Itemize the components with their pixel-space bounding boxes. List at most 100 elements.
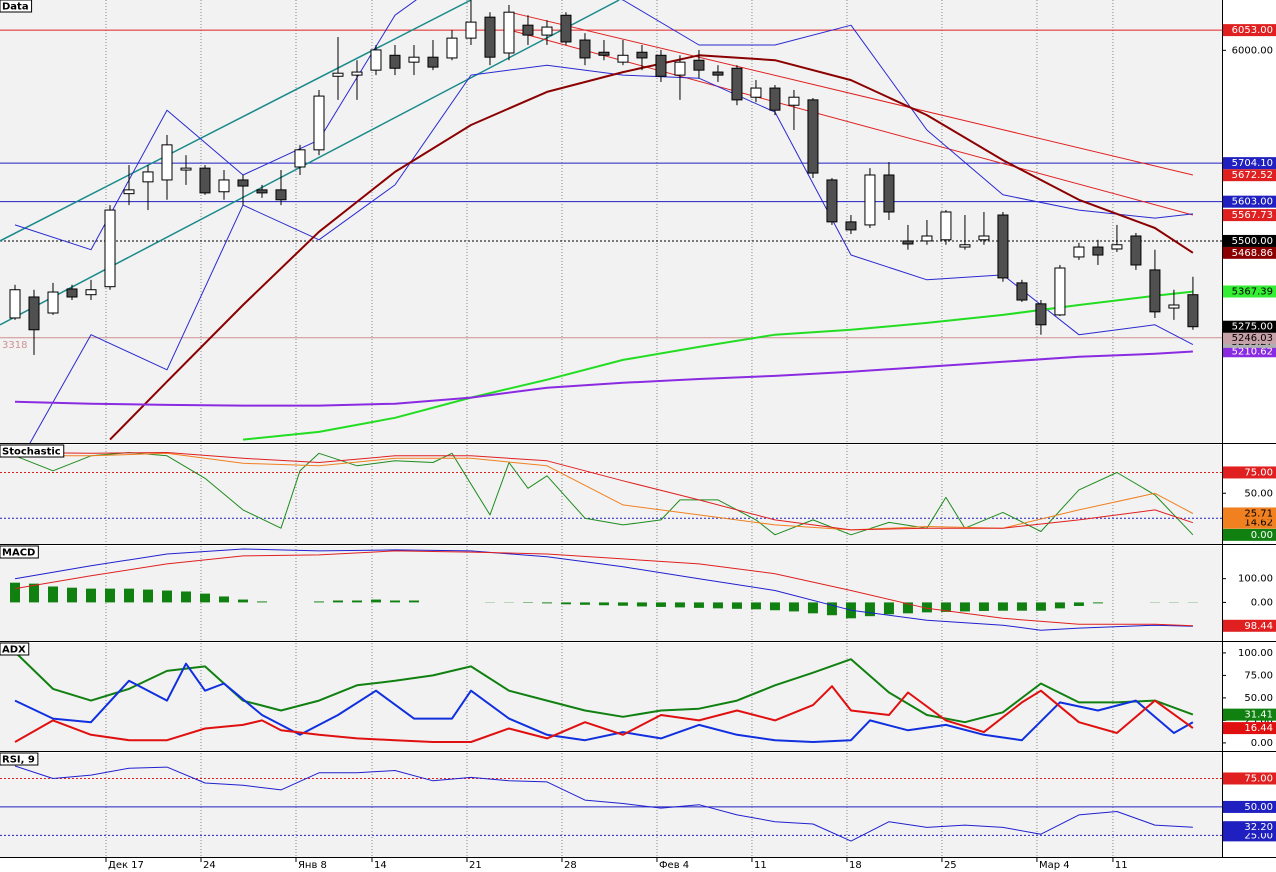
candle-body <box>1111 244 1123 250</box>
histogram-bar <box>617 602 628 606</box>
histogram-bar <box>978 602 989 611</box>
price-marker-label: 5468.86 <box>1232 248 1273 259</box>
histogram-bar <box>124 588 135 603</box>
indicator-line <box>0 0 472 242</box>
panel-title: MACD <box>2 548 35 559</box>
histogram-bar <box>902 602 913 614</box>
level-label: 3318 <box>2 340 27 351</box>
indicator-line <box>29 64 1194 443</box>
price-marker <box>1223 821 1276 834</box>
price-marker-label: 25.71 <box>1244 508 1273 519</box>
histogram-bar <box>655 602 666 607</box>
price-marker-label: 5603.00 <box>1232 197 1273 208</box>
histogram-bar <box>161 590 172 603</box>
price-marker-label: 5210.62 <box>1232 346 1273 357</box>
panel-background <box>0 0 1222 443</box>
price-marker-label: 16.44 <box>1244 723 1273 734</box>
histogram-bar <box>807 602 818 614</box>
histogram-bar <box>408 600 419 603</box>
candle-body <box>1054 267 1066 316</box>
candle-body <box>1187 294 1199 328</box>
candle-body <box>579 39 591 59</box>
histogram-bar <box>29 583 40 603</box>
candle-body <box>921 235 933 242</box>
price-marker-label: 5672.52 <box>1232 170 1273 181</box>
candle-body <box>674 61 686 76</box>
price-marker-label: 5704.10 <box>1232 158 1273 169</box>
histogram-bar <box>712 602 723 609</box>
histogram-bar <box>997 602 1008 611</box>
price-marker-label: 25.00 <box>1244 830 1273 841</box>
histogram-bar <box>86 588 97 603</box>
candle-body <box>104 209 116 288</box>
candle-body <box>769 87 781 111</box>
plot-area <box>0 753 1222 857</box>
indicator-line <box>509 11 1194 176</box>
histogram-bar <box>199 593 210 603</box>
price-marker <box>1223 195 1276 208</box>
histogram-bar <box>1092 602 1103 604</box>
x-tick-label: 18 <box>849 860 862 871</box>
histogram-bar <box>636 602 647 607</box>
candle-body <box>28 296 40 331</box>
candle-body <box>845 221 857 231</box>
price-marker <box>1223 708 1276 721</box>
price-marker-label: 5275.00 <box>1232 322 1273 333</box>
candle-body <box>940 211 952 241</box>
candle-body <box>598 51 610 56</box>
y-tick-label: 100.00 <box>1238 648 1273 659</box>
histogram-bar <box>864 602 875 617</box>
panel-title-box <box>0 642 30 656</box>
histogram-bar <box>180 591 191 603</box>
candle-body <box>503 11 515 54</box>
y-tick-label: 50.00 <box>1244 693 1273 704</box>
y-tick-label: 0.00 <box>1251 597 1273 608</box>
price-marker-label: 75.00 <box>1244 467 1273 478</box>
candle-body <box>522 24 534 36</box>
indicator-line <box>14 350 1193 407</box>
price-marker <box>1223 800 1276 813</box>
panel-title: Stochastic <box>2 447 61 458</box>
histogram-bar <box>105 588 116 603</box>
panel-title-box <box>0 752 39 766</box>
candle-body <box>446 37 458 59</box>
panel-title-box <box>0 444 65 458</box>
candle-body <box>1168 304 1180 309</box>
histogram-bar <box>693 602 704 608</box>
candle-body <box>465 21 477 39</box>
panel-background <box>0 643 1222 751</box>
price-marker-label: 5500.00 <box>1232 236 1273 247</box>
price-marker <box>1223 619 1276 632</box>
price-marker <box>1223 516 1276 529</box>
histogram-bar <box>10 582 21 603</box>
candle-body <box>902 240 914 245</box>
histogram-bar <box>731 602 742 609</box>
candle-body <box>560 14 572 43</box>
candle-body <box>294 149 306 168</box>
price-marker <box>1223 234 1276 247</box>
candle-body <box>997 214 1009 279</box>
price-marker-label: 32.20 <box>1244 822 1273 833</box>
candle-body <box>826 179 838 223</box>
candle-body <box>313 95 325 151</box>
price-marker-label: 6053.00 <box>1232 25 1273 36</box>
candle-body <box>617 54 629 63</box>
histogram-bar <box>313 601 324 603</box>
candle-body <box>636 51 648 59</box>
candle-body <box>655 54 667 77</box>
indicator-line <box>0 0 620 326</box>
histogram-bar <box>674 602 685 608</box>
candle-body <box>218 179 230 193</box>
candle-body <box>1016 282 1028 301</box>
x-tick-label: 28 <box>564 860 577 871</box>
histogram-bar <box>389 600 400 603</box>
candle-body <box>389 54 401 69</box>
candle-body <box>161 144 173 181</box>
candle-body <box>332 72 344 77</box>
panel-background <box>0 445 1222 544</box>
x-tick-label: 25 <box>944 860 957 871</box>
price-marker <box>1223 772 1276 785</box>
x-tick-label: Мар 4 <box>1039 860 1070 871</box>
plot-area <box>0 445 1222 544</box>
price-marker <box>1223 24 1276 37</box>
